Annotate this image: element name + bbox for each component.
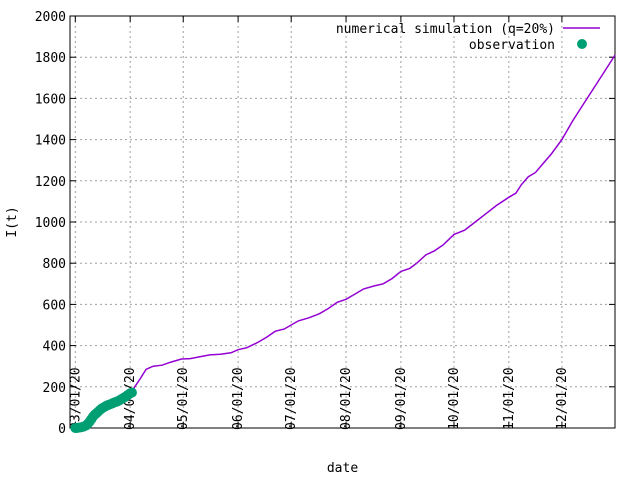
y-tick-label: 800 (43, 257, 66, 272)
y-tick-label: 1600 (35, 92, 66, 107)
x-tick-label: 09/01/20 (394, 367, 409, 430)
x-tick-label: 08/01/20 (339, 367, 354, 430)
legend-label-observation: observation (469, 38, 555, 53)
y-tick-label: 1000 (35, 216, 66, 231)
x-tick-label: 12/01/20 (555, 367, 570, 430)
legend-label-simulation: numerical simulation (q=20%) (336, 22, 555, 37)
y-tick-label: 200 (43, 381, 66, 396)
series-layer (70, 54, 616, 433)
y-tick-label: 1800 (35, 51, 66, 66)
y-axis-label: I(t) (5, 206, 20, 237)
x-tick-label: 03/01/20 (68, 367, 83, 430)
y-tick-label: 0 (58, 422, 66, 437)
x-axis: 03/01/2004/01/2005/01/2006/01/2007/01/20… (68, 16, 570, 430)
y-tick-label: 2000 (35, 10, 66, 25)
x-tick-label: 10/01/20 (447, 367, 462, 430)
x-tick-label: 05/01/20 (176, 367, 191, 430)
y-tick-label: 1200 (35, 175, 66, 190)
series-line-simulation (75, 54, 616, 429)
legend-sample-observation (577, 39, 587, 49)
y-tick-label: 1400 (35, 134, 66, 149)
legend: numerical simulation (q=20%) observation (336, 22, 600, 53)
x-tick-label: 11/01/20 (502, 367, 517, 430)
y-tick-label: 400 (43, 340, 66, 355)
y-tick-label: 600 (43, 298, 66, 313)
x-tick-label: 06/01/20 (231, 367, 246, 430)
x-tick-label: 07/01/20 (284, 367, 299, 430)
y-axis: 0 200 400 600 800 1000 1200 1400 1600 1800 2000 (35, 10, 615, 437)
observation-point (126, 387, 137, 398)
x-axis-label: date (327, 461, 358, 476)
